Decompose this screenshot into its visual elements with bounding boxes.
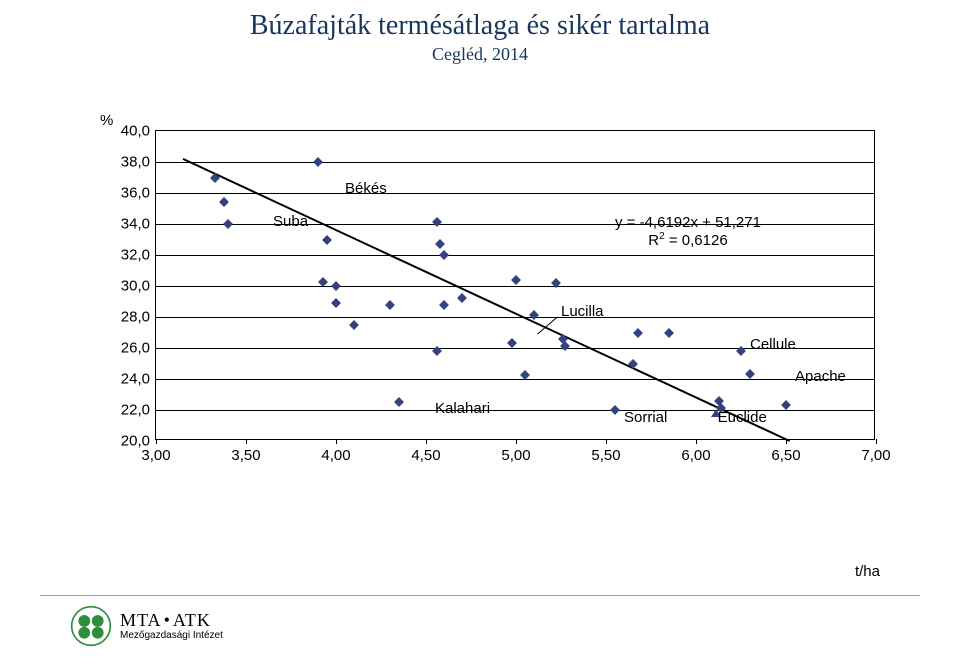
data-point (349, 320, 359, 330)
footer-brand-bottom: Mezőgazdasági Intézet (120, 631, 223, 641)
data-point (223, 219, 233, 229)
footer-logo: MTA•ATK Mezőgazdasági Intézet (70, 605, 223, 647)
footer-brand-top: MTA•ATK (120, 611, 223, 629)
x-tick-label: 5,00 (501, 447, 530, 464)
y-tick-label: 26,0 (121, 340, 150, 357)
y-tick-label: 32,0 (121, 247, 150, 264)
annotation-label: Kalahari (435, 400, 490, 417)
x-tick (336, 439, 337, 444)
x-tick (786, 439, 787, 444)
data-point (439, 250, 449, 260)
footer-divider (40, 595, 920, 596)
y-gridline (156, 193, 874, 194)
x-axis-title: t/ha (855, 563, 880, 580)
x-tick (246, 439, 247, 444)
y-gridline (156, 255, 874, 256)
y-tick-label: 28,0 (121, 309, 150, 326)
data-point (560, 341, 570, 351)
data-point (432, 217, 442, 227)
x-tick-label: 4,00 (321, 447, 350, 464)
x-tick (696, 439, 697, 444)
data-point (628, 359, 638, 369)
data-point (394, 397, 404, 407)
data-point (781, 400, 791, 410)
chart-title: Búzafajták termésátlaga és sikér tartalm… (0, 10, 960, 42)
x-tick-label: 4,50 (411, 447, 440, 464)
x-tick-label: 6,50 (771, 447, 800, 464)
annotation-label: Apache (795, 368, 846, 385)
x-tick-label: 6,00 (681, 447, 710, 464)
x-tick-label: 5,50 (591, 447, 620, 464)
annotation-label: Sorrial (624, 409, 667, 426)
annotation-label: Suba (273, 213, 308, 230)
scatter-plot: 20,022,024,026,028,030,032,034,036,038,0… (155, 130, 875, 440)
data-point (507, 338, 517, 348)
data-point (610, 405, 620, 415)
data-point (633, 328, 643, 338)
y-tick-label: 22,0 (121, 402, 150, 419)
y-tick-label: 30,0 (121, 278, 150, 295)
chart-area: 20,022,024,026,028,030,032,034,036,038,0… (100, 130, 880, 485)
y-gridline (156, 286, 874, 287)
y-tick-label: 34,0 (121, 216, 150, 233)
x-tick (606, 439, 607, 444)
mta-atk-logo-icon (70, 605, 112, 647)
x-tick-label: 3,50 (231, 447, 260, 464)
annotation-label: Lucilla (561, 303, 604, 320)
data-point (219, 197, 229, 207)
annotation-label: Békés (345, 180, 387, 197)
chart-subtitle: Cegléd, 2014 (0, 44, 960, 65)
x-tick (516, 439, 517, 444)
data-point (322, 235, 332, 245)
y-axis-title: % (100, 112, 113, 129)
x-tick (876, 439, 877, 444)
annotation-label: Euclide (718, 409, 767, 426)
data-point (210, 173, 220, 183)
data-point (313, 157, 323, 167)
data-point (745, 369, 755, 379)
data-point (457, 293, 467, 303)
x-tick-label: 7,00 (861, 447, 890, 464)
data-point (331, 281, 341, 291)
trend-equation: y = -4,6192x + 51,271R2 = 0,6126 (615, 214, 761, 249)
data-point (439, 300, 449, 310)
y-tick-label: 40,0 (121, 123, 150, 140)
y-gridline (156, 379, 874, 380)
y-gridline (156, 224, 874, 225)
y-gridline (156, 317, 874, 318)
y-tick-label: 38,0 (121, 154, 150, 171)
data-point (511, 275, 521, 285)
data-point (529, 310, 539, 320)
y-tick-label: 36,0 (121, 185, 150, 202)
data-point (331, 298, 341, 308)
x-tick (426, 439, 427, 444)
x-tick-label: 3,00 (141, 447, 170, 464)
data-point (385, 300, 395, 310)
y-gridline (156, 162, 874, 163)
x-tick (156, 439, 157, 444)
data-point (664, 328, 674, 338)
data-point (435, 239, 445, 249)
annotation-label: Cellule (750, 336, 796, 353)
y-tick-label: 24,0 (121, 371, 150, 388)
